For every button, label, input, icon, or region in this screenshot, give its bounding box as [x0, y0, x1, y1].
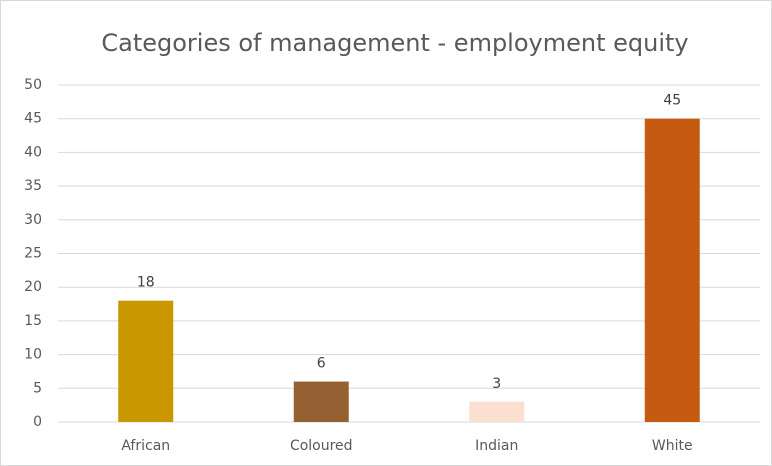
bar	[644, 118, 700, 422]
x-tick-label: Indian	[475, 438, 518, 454]
bar	[293, 381, 349, 422]
y-tick-label: 45	[24, 111, 42, 127]
y-tick-label: 10	[24, 347, 42, 363]
chart-title: Categories of management - employment eq…	[101, 29, 688, 57]
y-tick-label: 15	[24, 313, 42, 329]
y-tick-label: 5	[33, 380, 42, 396]
y-tick-label: 25	[24, 246, 42, 262]
bar	[118, 300, 174, 422]
y-tick-label: 35	[24, 178, 42, 194]
y-tick-label: 30	[24, 212, 42, 228]
data-label: 18	[137, 275, 155, 291]
data-label: 6	[317, 356, 326, 372]
y-tick-label: 50	[24, 77, 42, 93]
data-label: 3	[492, 376, 501, 392]
bar	[469, 401, 525, 422]
x-tick-label: Coloured	[290, 438, 353, 454]
x-tick-label: African	[121, 438, 170, 454]
data-label: 45	[663, 93, 681, 109]
y-tick-label: 20	[24, 279, 42, 295]
x-tick-label: White	[652, 438, 693, 454]
y-tick-label: 0	[33, 414, 42, 430]
y-tick-label: 40	[24, 144, 42, 160]
